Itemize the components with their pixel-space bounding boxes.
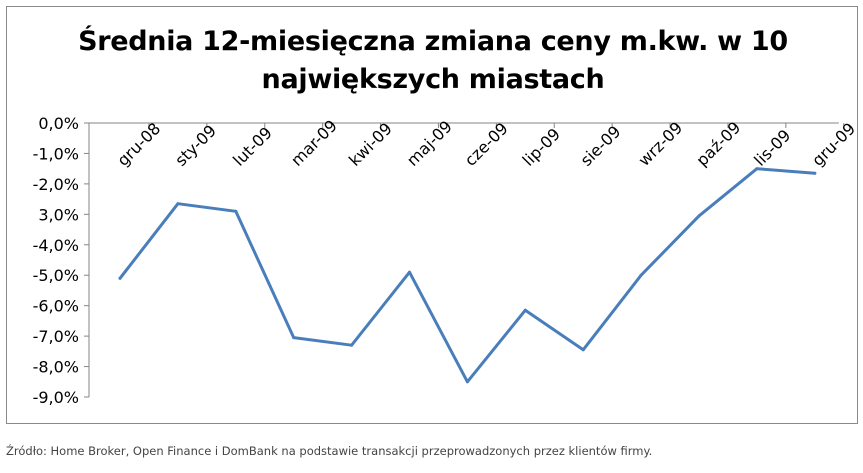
x-tick-label: cze-09 [461, 119, 512, 170]
data-point [292, 336, 296, 340]
y-tick-label: -8,0% [33, 358, 79, 377]
x-tick-label: gru-08 [113, 119, 164, 170]
y-tick-label: -4,0% [33, 236, 79, 255]
x-tick-label: sie-09 [577, 122, 625, 170]
x-tick-label: kwi-09 [345, 119, 396, 170]
x-tick-label: lut-09 [229, 123, 276, 170]
x-tick-label: sty-09 [171, 121, 220, 170]
x-tick-label: lip-09 [519, 124, 564, 169]
data-point [639, 273, 643, 277]
data-point [408, 270, 411, 274]
data-point [523, 308, 527, 312]
y-tick-label: -7,0% [33, 327, 79, 346]
data-point [176, 202, 180, 206]
x-tick-label: gru-09 [808, 119, 859, 170]
x-tick-label: maj-09 [403, 117, 456, 170]
data-point [697, 214, 701, 218]
y-tick-label: 3,0% [38, 205, 79, 224]
chart-title-line-2: największych miastach [261, 64, 605, 95]
y-tick-label: -9,0% [33, 388, 79, 407]
y-tick-label: -1,0% [33, 144, 79, 163]
chart-title: Średnia 12-miesięczna zmiana ceny m.kw. … [7, 23, 859, 99]
data-point [350, 343, 354, 347]
series-line [118, 167, 817, 384]
data-point [755, 167, 759, 171]
x-tick-label: wrz-09 [634, 118, 686, 170]
chart-frame: Średnia 12-miesięczna zmiana ceny m.kw. … [6, 6, 859, 424]
x-tick-label: paź-09 [692, 118, 744, 170]
x-axis: gru-08 sty-09 lut-09 mar-09 kwi-09 maj-09 cze-… [89, 116, 859, 170]
y-tick-label: -5,0% [33, 266, 79, 285]
data-point [581, 348, 585, 352]
y-tick-label: 0,0% [38, 114, 79, 133]
y-tick-label: -6,0% [33, 297, 79, 316]
data-point [465, 380, 469, 384]
y-tick-label: -2,0% [33, 175, 79, 194]
data-point [813, 171, 817, 175]
chart-title-line-1: Średnia 12-miesięczna zmiana ceny m.kw. … [78, 26, 788, 57]
series [118, 167, 817, 384]
line-chart: 0,0% -1,0% -2,0% 3,0% -4,0% -5,0% -6,0% -7,0% -8… [33, 114, 859, 407]
x-tick-label: lis-09 [750, 126, 794, 170]
y-axis: 0,0% -1,0% -2,0% 3,0% -4,0% -5,0% -6,0% -7,0% -8… [33, 114, 90, 407]
data-point [234, 209, 238, 213]
data-point [118, 276, 122, 280]
source-note: Źródło: Home Broker, Open Finance i DomB… [6, 444, 653, 458]
x-tick-label: mar-09 [287, 116, 341, 170]
